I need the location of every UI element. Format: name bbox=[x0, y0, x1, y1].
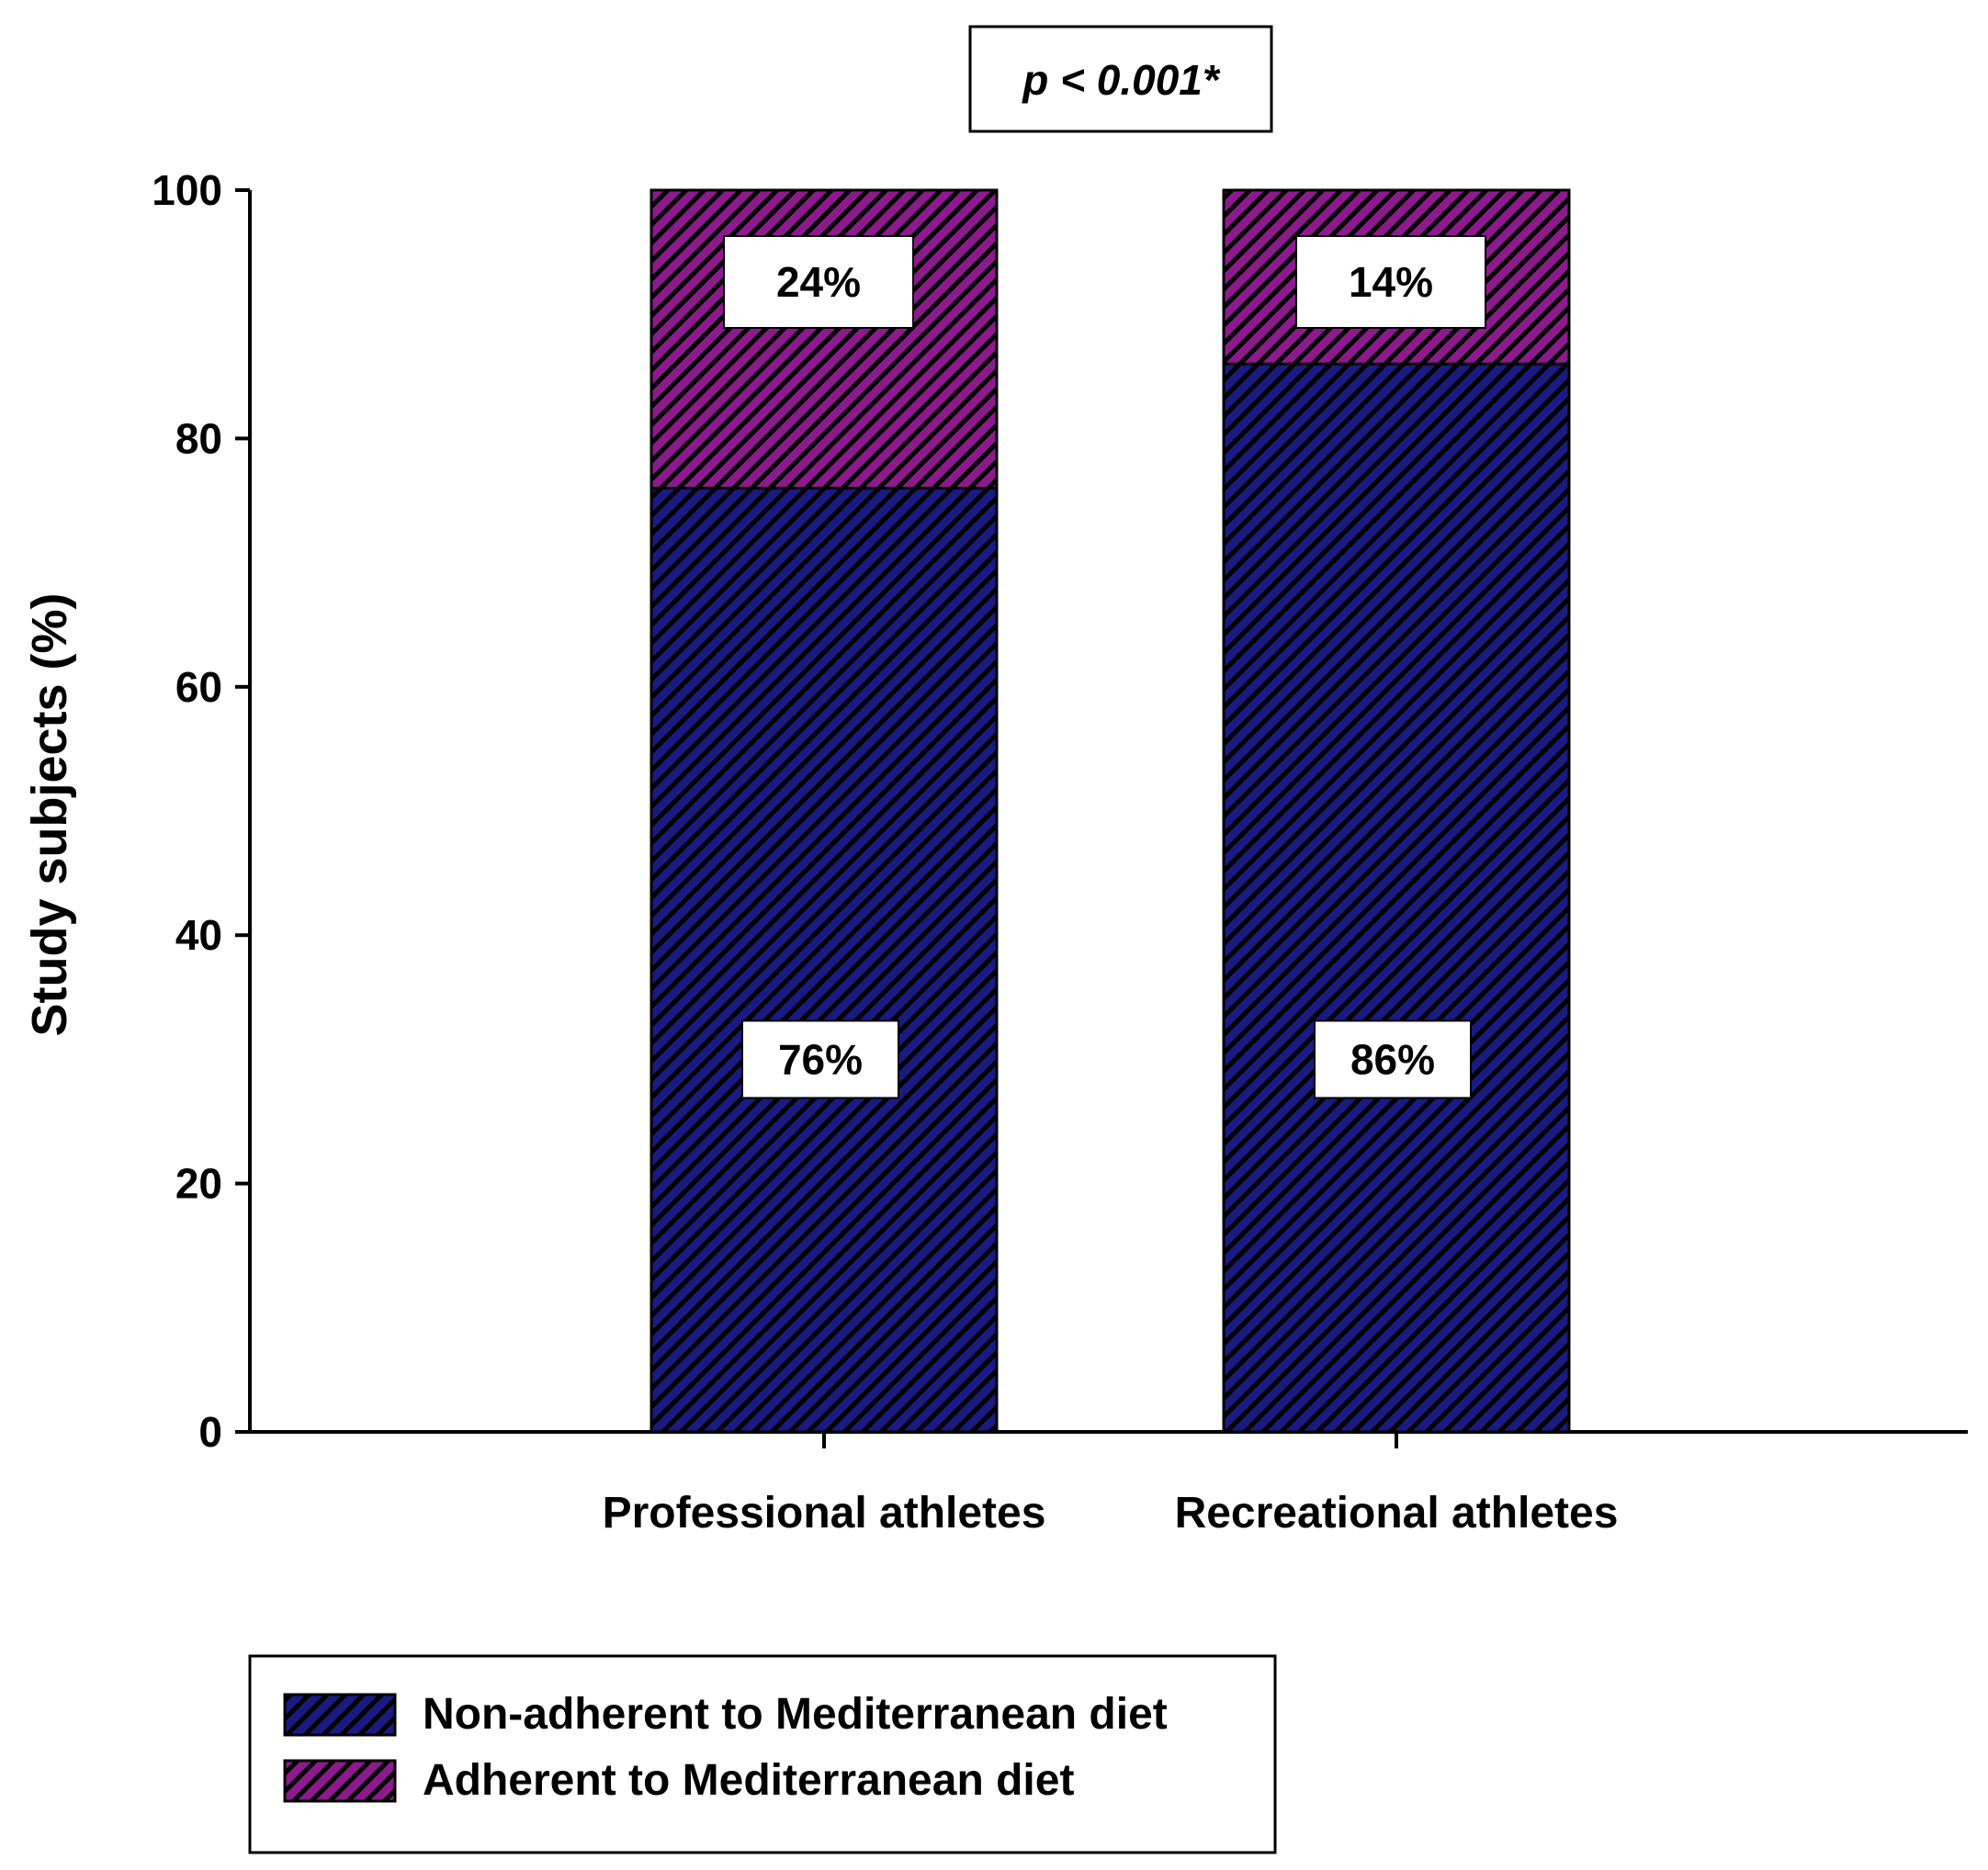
y-axis-label: Study subjects (%) bbox=[22, 592, 77, 1036]
y-tick-label: 60 bbox=[175, 663, 222, 711]
bar-segment bbox=[649, 188, 999, 490]
legend-label: Adherent to Mediterranean diet bbox=[423, 1756, 1074, 1805]
data-label-box bbox=[741, 1019, 899, 1099]
legend-label: Non-adherent to Mediterranean diet bbox=[423, 1690, 1168, 1739]
legend-swatch bbox=[283, 1759, 397, 1803]
legend-swatch bbox=[283, 1693, 397, 1737]
y-tick-label: 100 bbox=[152, 166, 222, 214]
plot-area: 0 20 40 60 80 100 Professional athletes Recreat… bbox=[152, 166, 1968, 1538]
data-label-box bbox=[723, 235, 914, 329]
data-label-box bbox=[1314, 1019, 1472, 1099]
data-label: 86% bbox=[1350, 1035, 1435, 1083]
bar-segment bbox=[649, 486, 999, 1434]
x-tick-label: Recreational athletes bbox=[1175, 1489, 1619, 1538]
data-label: 76% bbox=[778, 1035, 863, 1083]
data-label: 24% bbox=[776, 258, 861, 306]
legend-box bbox=[248, 1654, 1277, 1854]
y-tick-label: 20 bbox=[175, 1160, 222, 1208]
data-label-box bbox=[1295, 235, 1486, 329]
x-tick-label: Professional athletes bbox=[603, 1489, 1046, 1538]
annotation-text: p < 0.001* bbox=[1021, 56, 1221, 104]
annotation-box bbox=[968, 25, 1273, 133]
y-tick-label: 80 bbox=[175, 414, 222, 462]
y-tick-label: 0 bbox=[198, 1408, 222, 1456]
bar-segment bbox=[1222, 362, 1571, 1434]
legend: Non-adherent to Mediterranean diet Adhere… bbox=[248, 1654, 1277, 1854]
y-tick-label: 40 bbox=[175, 911, 222, 959]
data-label: 14% bbox=[1349, 258, 1433, 306]
